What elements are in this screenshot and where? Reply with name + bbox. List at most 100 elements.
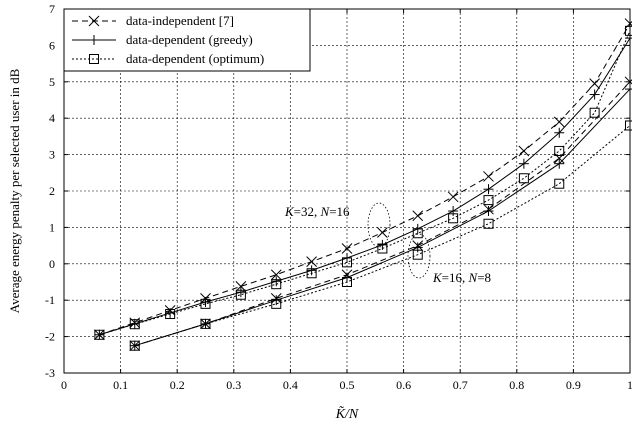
data-point <box>271 295 282 306</box>
data-point <box>624 18 632 29</box>
y-tick-label: 3 <box>49 148 55 162</box>
series-5 <box>129 120 632 351</box>
series-2 <box>94 25 632 340</box>
data-point <box>306 256 317 267</box>
x-axis-label: K̃/N <box>335 406 359 422</box>
x-tick-label: 0.3 <box>226 378 241 392</box>
data-point <box>518 145 530 157</box>
data-point <box>483 195 494 206</box>
data-point <box>200 298 211 309</box>
ticks: 0 0.1 0.2 0.3 0.4 0.5 0.6 0.7 0.8 0.9 1 -3 -2 -1 0 1 2 3 4… <box>45 2 632 392</box>
data-point <box>554 178 565 189</box>
x-tick-label: 0.2 <box>170 378 185 392</box>
data-point <box>342 277 352 287</box>
data-point <box>448 206 459 217</box>
data-point <box>235 281 247 292</box>
y-tick-label: 5 <box>49 75 55 89</box>
data-point <box>235 287 246 298</box>
annotation-label: K=32, N=16 <box>284 204 350 219</box>
data-point <box>483 184 494 195</box>
legend: data-independent [7] data-dependent (gree… <box>63 8 311 72</box>
x-tick-label: 0.6 <box>396 378 411 392</box>
data-point <box>553 152 565 164</box>
y-tick-label: -3 <box>45 366 55 380</box>
series-4 <box>129 84 632 351</box>
data-point <box>341 243 353 254</box>
y-tick-label: 6 <box>49 38 55 52</box>
legend-label: data-independent [7] <box>126 13 234 28</box>
x-tick-label: 0.4 <box>283 378 298 392</box>
data-point <box>412 249 423 260</box>
data-point <box>271 298 282 309</box>
series-line <box>99 30 631 336</box>
data-point <box>589 89 600 100</box>
data-point <box>412 228 423 239</box>
x-tick-label: 0.7 <box>453 378 468 392</box>
series-line <box>134 125 631 347</box>
legend-marker <box>89 54 99 64</box>
annotation-ellipse-k16 <box>407 233 431 279</box>
y-tick-label: 7 <box>49 2 55 16</box>
series-1 <box>94 33 632 340</box>
x-tick-label: 0.9 <box>566 378 581 392</box>
series-line <box>99 23 631 336</box>
data-point <box>200 318 211 329</box>
legend-label: data-dependent (optimum) <box>126 51 264 66</box>
y-tick-label: 4 <box>49 111 55 125</box>
data-point <box>554 145 565 156</box>
data-point <box>483 218 494 229</box>
data-point <box>625 120 632 131</box>
data-point <box>589 78 600 89</box>
plot-frame <box>63 8 631 374</box>
data-point <box>200 297 211 308</box>
y-axis-label: Average energy penalty per selected user… <box>7 68 22 313</box>
data-point <box>270 269 282 281</box>
x-tick-label: 0.1 <box>113 378 128 392</box>
data-point <box>377 227 388 238</box>
series-3 <box>129 76 632 352</box>
data-point <box>412 242 423 253</box>
x-tick-label: 0.8 <box>509 378 524 392</box>
data-point <box>518 158 529 169</box>
data-point <box>129 340 140 351</box>
x-tick-label: 0.5 <box>340 378 355 392</box>
data-point <box>271 279 282 290</box>
series-line <box>99 37 631 336</box>
y-tick-label: -1 <box>45 293 55 307</box>
data-point <box>129 319 140 330</box>
data-point <box>518 173 529 184</box>
annotation-label: K=16, N=8 <box>432 270 491 285</box>
x-tick-label: 1 <box>627 378 632 392</box>
data-point <box>412 210 424 222</box>
data-point <box>94 329 105 340</box>
y-tick-label: 0 <box>49 257 55 271</box>
data-point <box>271 276 282 287</box>
data-point <box>94 329 105 340</box>
legend-marker <box>89 35 99 45</box>
data-point <box>306 268 317 279</box>
data-point <box>553 116 565 128</box>
x-tick-label: 0 <box>61 378 67 392</box>
data-point <box>342 257 352 268</box>
annotation-ellipse-k32 <box>367 202 391 248</box>
data-point <box>589 107 600 118</box>
y-tick-label: -2 <box>45 330 55 344</box>
annotations: K=32, N=16 K=16, N=8 <box>284 202 491 285</box>
data-point <box>165 309 176 320</box>
data-point <box>235 289 246 300</box>
data-point <box>447 191 459 203</box>
y-tick-label: 1 <box>49 220 55 234</box>
legend-label: data-dependent (greedy) <box>126 32 253 47</box>
series-line <box>134 88 631 347</box>
series-layer <box>94 18 632 352</box>
data-point <box>377 243 388 254</box>
series-line <box>134 81 631 347</box>
data-point <box>200 318 211 329</box>
data-point <box>448 213 459 224</box>
y-tick-label: 2 <box>49 184 55 198</box>
data-point <box>483 171 494 182</box>
data-point <box>554 127 565 138</box>
data-point <box>554 158 565 169</box>
data-point <box>483 206 494 217</box>
